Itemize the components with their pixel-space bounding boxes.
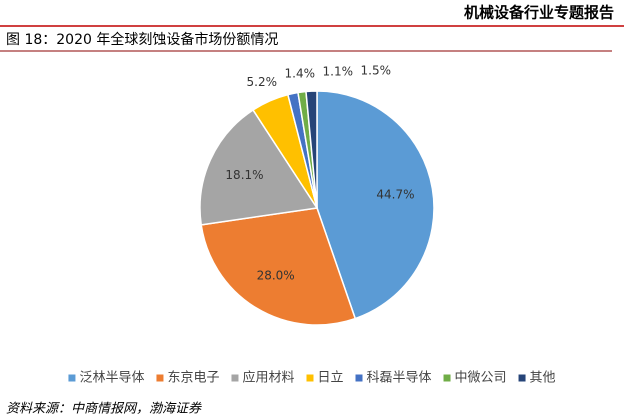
pie-slice bbox=[305, 90, 318, 209]
pie-slice bbox=[200, 207, 357, 326]
legend-swatch bbox=[306, 374, 314, 382]
legend-swatch bbox=[443, 374, 451, 382]
legend-label: 日立 bbox=[317, 371, 343, 386]
legend-swatch bbox=[355, 374, 363, 382]
data-label: 18.1% bbox=[225, 168, 263, 182]
legend-swatch bbox=[156, 374, 164, 382]
data-label: 1.5% bbox=[361, 64, 392, 78]
report-header: 机械设备行业专题报告 bbox=[464, 4, 614, 22]
data-label: 28.0% bbox=[257, 268, 295, 282]
legend-swatch bbox=[68, 374, 76, 382]
data-label: 1.1% bbox=[323, 65, 354, 79]
legend-label: 东京电子 bbox=[167, 371, 219, 386]
pie-slice bbox=[199, 108, 319, 226]
legend-label: 应用材料 bbox=[242, 370, 294, 386]
chart-title: 图 18：2020 年全球刻蚀设备市场份额情况 bbox=[6, 31, 278, 48]
data-label: 44.7% bbox=[376, 187, 414, 201]
source-note: 资料来源：中商情报网，渤海证券 bbox=[6, 402, 202, 415]
pie-slice bbox=[316, 90, 435, 320]
legend-label: 中微公司 bbox=[455, 371, 507, 386]
legend-label: 科磊半导体 bbox=[367, 371, 432, 386]
legend-swatch bbox=[518, 374, 526, 382]
legend-label: 泛林半导体 bbox=[79, 371, 144, 386]
data-label: 1.4% bbox=[285, 66, 316, 80]
data-label: 5.2% bbox=[247, 75, 278, 89]
legend-swatch bbox=[231, 374, 239, 382]
legend-label: 其他 bbox=[530, 371, 556, 386]
